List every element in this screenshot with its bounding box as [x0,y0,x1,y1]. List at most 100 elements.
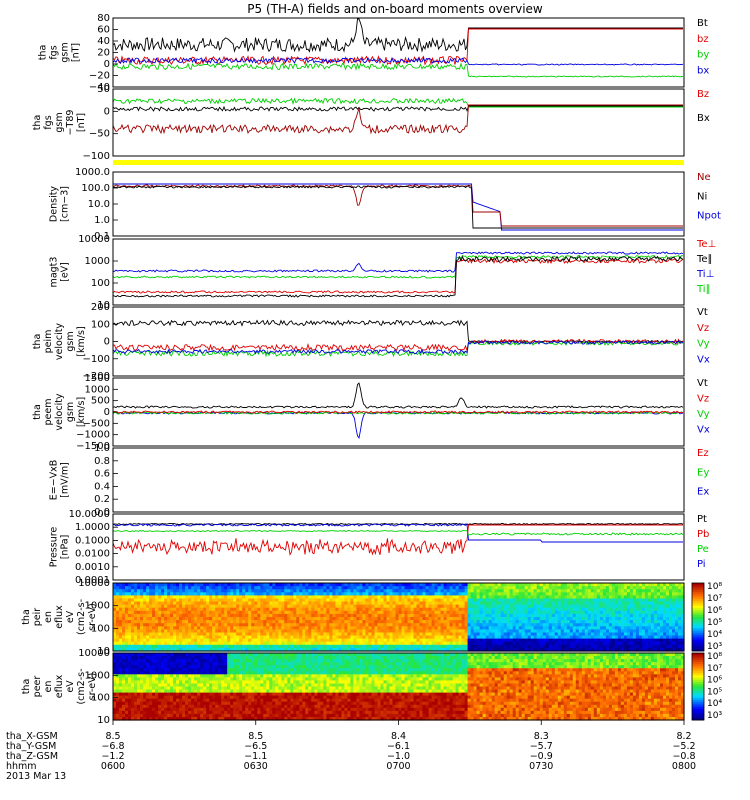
heat-cell [657,610,661,615]
heat-cell [413,635,418,640]
heat-cell [476,647,481,652]
heat-cell [681,641,685,646]
heat-cell [149,586,153,590]
heat-cell [134,589,138,593]
heat-cell [125,641,129,646]
heat-cell [314,623,318,627]
ytick-label: 100 [91,623,110,634]
heat-cell [185,665,189,669]
heat-cell [488,598,493,603]
heat-cell [425,601,430,606]
heat-cell [134,677,138,681]
heat-cell [347,592,351,596]
heat-cell [617,635,622,640]
heat-cell [161,710,165,715]
heat-cell [663,641,667,646]
heat-cell [320,635,324,640]
heat-cell [605,620,610,624]
heat-cell [623,626,628,630]
heat-cell [539,583,544,587]
heat-cell [191,610,195,615]
heat-cell [245,607,249,612]
heat-cell [539,623,544,627]
heat-cell [509,607,514,612]
heat-cell [254,629,258,634]
heat-cell [503,641,508,646]
heat-cell [155,623,159,627]
heat-cell [368,644,372,649]
heat-cell [206,620,210,624]
heat-cell [485,635,490,640]
heat-cell [440,626,445,630]
heat-cell [491,583,496,587]
heat-cell [626,613,631,618]
heat-cell [557,595,562,600]
heat-cell [503,595,508,600]
heat-cell [281,617,285,621]
heat-cell [569,601,574,606]
heat-cell [473,620,478,624]
heat-cell [113,671,117,675]
heat-cell [678,613,682,618]
heat-cell [260,589,264,593]
heat-cell [482,592,487,596]
colorbar-cell [692,607,704,611]
heat-cell [626,604,631,609]
heat-cell [608,632,613,637]
heat-cell [176,629,180,634]
heat-cell [353,617,357,621]
heat-cell [395,626,400,630]
heat-cell [161,586,165,590]
heat-cell [179,689,183,694]
heat-cell [663,617,667,621]
heat-cell [452,601,457,606]
trace-black [113,185,683,229]
heat-cell [197,632,201,637]
heat-cell [167,683,171,688]
heat-cell [678,641,682,646]
heat-cell [248,644,252,649]
heat-cell [179,656,183,660]
heat-cell [299,641,303,646]
heat-cell [356,604,360,609]
heat-cell [116,610,120,615]
heat-cell [179,653,183,657]
heat-cell [476,623,481,627]
heat-cell [167,717,171,721]
heat-cell [158,689,162,694]
heat-cell [233,595,237,600]
heat-cell [533,601,538,606]
heat-cell [590,623,595,627]
heat-cell [347,635,351,640]
ytick-label: 0.6 [94,469,110,480]
heat-cell [461,647,466,652]
heat-cell [260,638,264,643]
heat-cell [164,623,168,627]
heat-cell [602,617,607,621]
ytick-label: 40 [97,36,110,47]
heat-cell [344,604,348,609]
heat-cell [122,665,126,669]
heat-cell [629,644,634,649]
heat-cell [293,623,297,627]
heat-cell [158,653,162,657]
heat-cell [170,683,174,688]
heat-cell [128,689,132,694]
heat-cell [311,586,315,590]
heat-cell [675,638,679,643]
heat-cell [212,610,216,615]
heat-cell [515,617,520,621]
heat-cell [518,598,523,603]
ytick-label: 0.0 [94,507,110,518]
heat-cell [218,629,222,634]
heat-cell [227,610,231,615]
heat-cell [377,629,382,634]
heat-cell [617,620,622,624]
heat-cell [215,632,219,637]
heat-cell [380,589,385,593]
heat-cell [200,592,204,596]
heat-cell [221,583,225,587]
heat-cell [182,610,186,615]
heat-cell [675,610,679,615]
heat-cell [563,604,568,609]
